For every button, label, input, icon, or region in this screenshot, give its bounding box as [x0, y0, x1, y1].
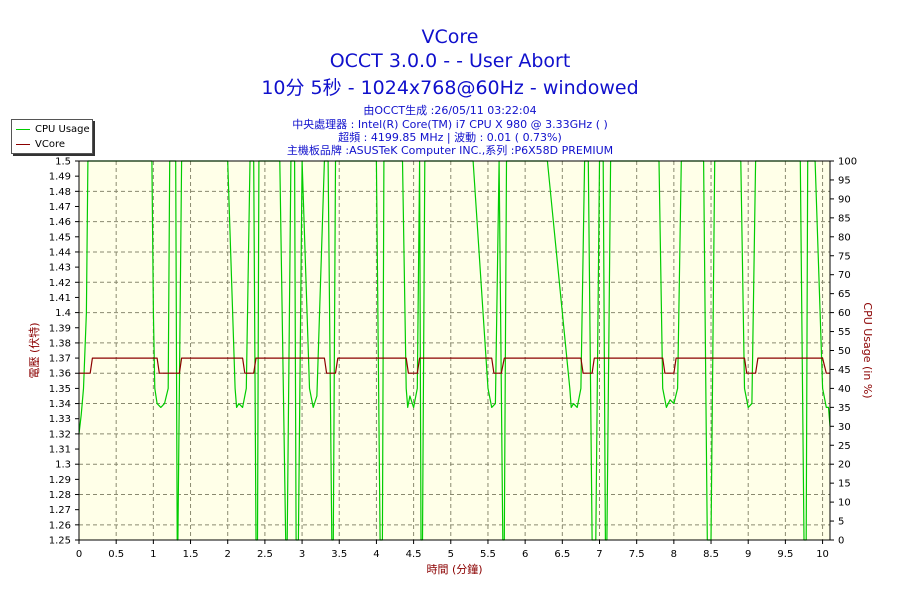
y-left-tick-label: 1.45 [49, 232, 71, 243]
y-left-tick-label: 1.42 [49, 278, 71, 289]
y-left-tick-label: 1.34 [49, 399, 71, 410]
x-tick-label: 10 [816, 549, 829, 560]
y-left-tick-label: 1.48 [49, 187, 71, 198]
y-left-tick-label: 1.27 [49, 505, 71, 516]
y-right-tick-label: 55 [838, 327, 851, 338]
y-left-tick-label: 1.31 [49, 445, 71, 456]
y-right-tick-label: 20 [838, 460, 851, 471]
y-left-tick-label: 1.43 [49, 263, 71, 274]
y-left-tick-label: 1.37 [49, 354, 71, 365]
y-left-tick-label: 1.28 [49, 490, 71, 501]
x-tick-label: 9.5 [777, 549, 793, 560]
legend-item-vcore: VCore [16, 138, 65, 150]
y-right-axis-title: CPU Usage (in %) [861, 302, 874, 398]
x-tick-label: 4 [373, 549, 379, 560]
chart-subtitle-line2: 10分 5秒 - 1024x768@60Hz - windowed [261, 77, 639, 99]
y-left-tick-label: 1.36 [49, 369, 71, 380]
y-right-tick-label: 60 [838, 308, 851, 319]
plot-frame [78, 160, 831, 541]
y-left-tick-label: 1.35 [49, 384, 71, 395]
y-right-tick-label: 40 [838, 384, 851, 395]
legend-item-cpu-usage: CPU Usage [16, 123, 90, 135]
y-right-tick-label: 25 [838, 441, 851, 452]
y-right-tick-label: 50 [838, 346, 851, 357]
info-cpu: 中央處理器 : Intel(R) Core(TM) i7 CPU X 980 @… [292, 118, 608, 131]
x-tick-label: 6.5 [554, 549, 570, 560]
x-tick-label: 3.5 [331, 549, 347, 560]
info-motherboard: 主機板品牌 :ASUSTeK Computer INC.,系列 :P6X58D … [286, 144, 614, 157]
y-left-tick-label: 1.29 [49, 475, 71, 486]
y-right-tick-label: 5 [838, 517, 844, 528]
y-left-tick-label: 1.39 [49, 323, 71, 334]
y-left-tick-label: 1.38 [49, 338, 71, 349]
y-left-tick-label: 1.44 [49, 247, 71, 258]
x-tick-label: 5 [448, 549, 454, 560]
x-tick-label: 1.5 [183, 549, 199, 560]
y-left-tick-label: 1.4 [55, 308, 71, 319]
legend-label-vcore: VCore [35, 138, 65, 150]
x-axis-title: 時間 (分鐘) [426, 562, 482, 576]
chart-subtitle-line1: OCCT 3.0.0 - - User Abort [329, 50, 571, 72]
y-right-tick-label: 30 [838, 422, 851, 433]
plot-area [79, 161, 830, 540]
y-right-tick-label: 85 [838, 213, 851, 224]
y-left-tick-label: 1.41 [49, 293, 71, 304]
y-right-tick-label: 45 [838, 365, 851, 376]
y-right-tick-label: 10 [838, 498, 851, 509]
y-right-tick-label: 65 [838, 289, 851, 300]
x-tick-label: 4.5 [406, 549, 422, 560]
x-tick-label: 6 [522, 549, 528, 560]
x-tick-label: 0.5 [108, 549, 124, 560]
x-tick-label: 2.5 [257, 549, 273, 560]
info-generated: 由OCCT生成 :26/05/11 03:22:04 [363, 104, 537, 117]
x-tick-label: 1 [150, 549, 156, 560]
x-tick-label: 8 [671, 549, 677, 560]
y-left-tick-label: 1.33 [49, 414, 71, 425]
x-tick-label: 0 [76, 549, 82, 560]
y-right-tick-label: 90 [838, 194, 851, 205]
y-right-tick-label: 35 [838, 403, 851, 414]
y-left-axis-title: 電壓 (伏特) [27, 322, 41, 378]
x-tick-label: 3 [299, 549, 305, 560]
y-left-tick-label: 1.3 [55, 460, 71, 471]
y-left-tick-label: 1.26 [49, 520, 71, 531]
chart-title: VCore [421, 26, 479, 48]
y-right-tick-label: 80 [838, 232, 851, 243]
legend-swatch-vcore [16, 143, 30, 145]
y-right-tick-label: 0 [838, 536, 844, 547]
legend-swatch-cpu-usage [16, 128, 30, 130]
y-left-tick-label: 1.49 [49, 172, 71, 183]
y-right-tick-label: 75 [838, 251, 851, 262]
x-tick-label: 5.5 [480, 549, 496, 560]
chart-legend: CPU Usage VCore [11, 119, 93, 154]
y-right-tick-label: 15 [838, 479, 851, 490]
y-right-tick-label: 100 [838, 157, 857, 168]
y-left-tick-label: 1.32 [49, 429, 71, 440]
legend-label-cpu-usage: CPU Usage [35, 123, 90, 135]
x-tick-label: 7.5 [629, 549, 645, 560]
x-tick-label: 9 [745, 549, 751, 560]
x-tick-label: 2 [225, 549, 231, 560]
y-right-tick-label: 95 [838, 175, 851, 186]
y-left-tick-label: 1.5 [55, 157, 71, 168]
series-line-vcore [79, 357, 830, 374]
x-tick-label: 7 [596, 549, 602, 560]
y-left-tick-label: 1.47 [49, 202, 71, 213]
y-left-tick-label: 1.25 [49, 536, 71, 547]
x-tick-label: 8.5 [703, 549, 719, 560]
info-overclock: 超頻 : 4199.85 MHz | 波動 : 0.01 ( 0.73%) [338, 131, 562, 144]
y-left-tick-label: 1.46 [49, 217, 71, 228]
y-right-tick-label: 70 [838, 270, 851, 281]
